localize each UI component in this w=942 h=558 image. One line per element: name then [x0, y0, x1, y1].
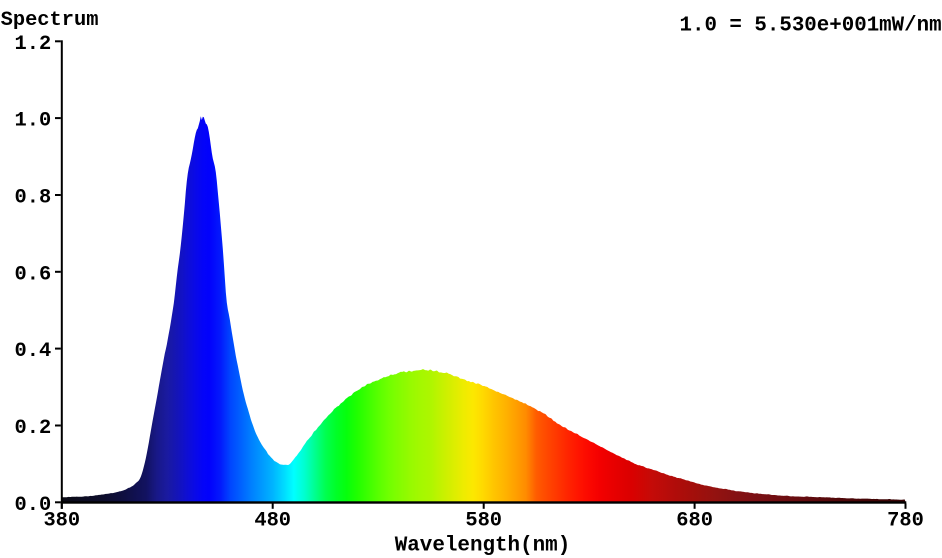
svg-text:580: 580 — [465, 510, 502, 533]
svg-text:1.0: 1.0 — [14, 110, 51, 133]
svg-text:0.4: 0.4 — [14, 340, 51, 363]
svg-text:1.2: 1.2 — [14, 33, 51, 56]
svg-text:0.0: 0.0 — [14, 494, 51, 517]
svg-text:0.6: 0.6 — [14, 263, 51, 286]
svg-text:1.0 = 5.530e+001mW/nm: 1.0 = 5.530e+001mW/nm — [680, 15, 942, 38]
svg-text:380: 380 — [43, 510, 80, 533]
svg-text:0.8: 0.8 — [14, 187, 51, 210]
svg-text:0.2: 0.2 — [14, 417, 51, 440]
svg-text:Wavelength(nm): Wavelength(nm) — [395, 535, 571, 558]
svg-text:Spectrum: Spectrum — [1, 9, 99, 32]
svg-text:680: 680 — [676, 510, 713, 533]
svg-text:480: 480 — [254, 510, 291, 533]
svg-text:780: 780 — [887, 510, 924, 533]
